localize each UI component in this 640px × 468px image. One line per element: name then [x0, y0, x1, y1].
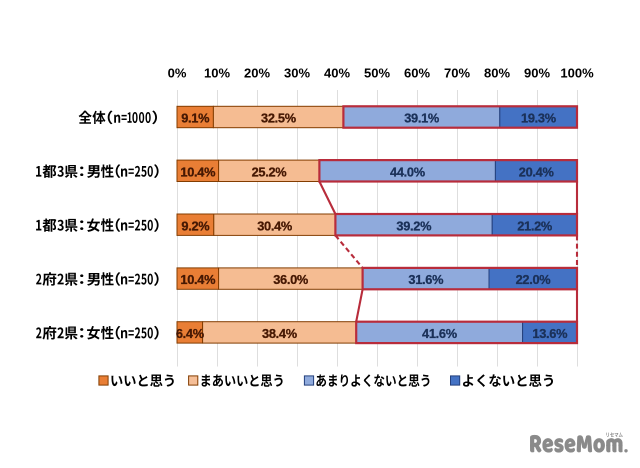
svg-text:10.4%: 10.4% — [180, 272, 216, 287]
svg-text:9.1%: 9.1% — [181, 111, 210, 126]
svg-text:19.3%: 19.3% — [521, 111, 557, 126]
svg-text:31.6%: 31.6% — [408, 272, 444, 287]
svg-text:32.5%: 32.5% — [261, 111, 297, 126]
svg-text:80%: 80% — [484, 66, 510, 81]
svg-text:9.2%: 9.2% — [181, 218, 210, 233]
svg-text:30%: 30% — [284, 66, 310, 81]
svg-text:10.4%: 10.4% — [180, 164, 216, 179]
svg-text:70%: 70% — [444, 66, 470, 81]
svg-text:25.2%: 25.2% — [252, 164, 288, 179]
svg-text:90%: 90% — [524, 66, 550, 81]
svg-text:20.4%: 20.4% — [519, 164, 555, 179]
svg-text:50%: 50% — [364, 66, 390, 81]
svg-text:21.2%: 21.2% — [517, 218, 553, 233]
svg-text:36.0%: 36.0% — [273, 272, 309, 287]
svg-text:60%: 60% — [404, 66, 430, 81]
svg-text:22.0%: 22.0% — [516, 272, 552, 287]
svg-text:6.4%: 6.4% — [176, 326, 205, 341]
svg-text:41.6%: 41.6% — [422, 326, 458, 341]
svg-text:20%: 20% — [244, 66, 270, 81]
svg-text:38.4%: 38.4% — [262, 326, 298, 341]
svg-text:13.6%: 13.6% — [532, 326, 568, 341]
svg-text:40%: 40% — [324, 66, 350, 81]
svg-text:100%: 100% — [560, 66, 594, 81]
svg-text:39.2%: 39.2% — [396, 218, 432, 233]
svg-text:0%: 0% — [168, 66, 187, 81]
svg-text:39.1%: 39.1% — [404, 111, 440, 126]
svg-text:30.4%: 30.4% — [257, 218, 293, 233]
svg-text:44.0%: 44.0% — [390, 164, 426, 179]
svg-text:10%: 10% — [204, 66, 230, 81]
